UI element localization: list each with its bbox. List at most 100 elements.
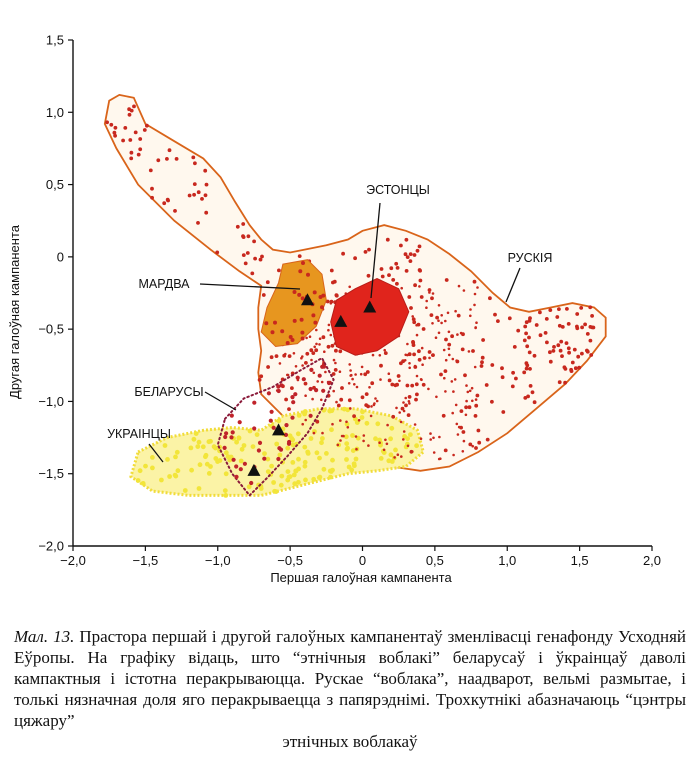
russia-point xyxy=(406,353,409,357)
russia-point xyxy=(560,354,564,358)
russia-point xyxy=(427,387,430,391)
centroid-triangle xyxy=(247,463,261,476)
russia-point xyxy=(557,380,562,385)
russia-point xyxy=(524,366,529,371)
russia-point xyxy=(415,333,419,337)
ukraine-point xyxy=(324,451,329,456)
russia-point xyxy=(315,328,318,332)
x-tick-label: −2,0 xyxy=(60,553,86,568)
mordva-point xyxy=(285,341,290,345)
russia-point xyxy=(167,148,172,153)
russia-point xyxy=(297,254,302,258)
russia-point xyxy=(408,252,413,256)
russia-point xyxy=(329,302,333,305)
belarus-point xyxy=(291,400,296,405)
russia-point xyxy=(588,305,593,310)
ukraine-point xyxy=(193,431,199,436)
russia-point xyxy=(590,314,594,318)
russia-point xyxy=(246,234,251,239)
mordva-point xyxy=(306,272,310,277)
ukraine-point xyxy=(317,455,322,461)
y-tick-label: 1,5 xyxy=(46,33,64,48)
ukraine-point xyxy=(350,433,355,438)
russia-point xyxy=(336,443,340,447)
belarus-point xyxy=(317,373,322,378)
russia-point xyxy=(473,414,478,418)
russia-point xyxy=(475,393,480,398)
russia-point xyxy=(332,358,336,362)
russia-point xyxy=(396,374,401,378)
ukraine-point xyxy=(239,446,245,452)
russia-point xyxy=(258,257,263,262)
russia-point xyxy=(473,292,477,296)
russia-point xyxy=(265,280,270,285)
russia-point xyxy=(421,363,424,367)
ukraine-point xyxy=(196,439,202,445)
ukraine-point xyxy=(344,457,349,462)
ukraine-point xyxy=(236,435,242,441)
russia-point xyxy=(444,319,447,323)
ukraine-point xyxy=(360,409,365,415)
russia-point xyxy=(534,323,539,327)
russia-point xyxy=(292,352,296,355)
belarus-point xyxy=(234,464,239,469)
ukraine-point xyxy=(279,473,285,479)
russia-point xyxy=(398,379,401,383)
russia-point xyxy=(260,254,264,259)
russia-point xyxy=(563,380,567,385)
belarus-point xyxy=(271,425,276,430)
russia-point xyxy=(391,414,396,419)
russia-point xyxy=(348,363,352,366)
russia-point xyxy=(354,373,357,376)
russia-point xyxy=(370,405,373,408)
russia-point xyxy=(564,341,569,345)
ukraine-point xyxy=(222,488,228,493)
russia-point xyxy=(123,126,128,130)
belarus-point xyxy=(276,388,281,394)
russia-point xyxy=(524,361,529,366)
belarus-point xyxy=(321,388,326,393)
russia-point xyxy=(133,130,138,135)
russia-point xyxy=(407,295,412,299)
russia-point xyxy=(474,403,479,408)
russia-point xyxy=(341,251,345,256)
russia-point xyxy=(465,384,468,387)
russia-point xyxy=(580,351,584,356)
russia-point xyxy=(305,351,310,356)
belarus-point xyxy=(326,380,332,386)
ukraine-point xyxy=(191,436,197,442)
russia-point xyxy=(331,422,334,426)
mordva-point xyxy=(270,330,275,335)
russia-point xyxy=(431,353,434,357)
russia-point xyxy=(269,355,274,360)
ukraine-point xyxy=(344,441,350,446)
russia-point xyxy=(585,332,590,336)
russia-point xyxy=(501,410,506,414)
russia-point xyxy=(408,402,411,405)
mordva-point xyxy=(299,317,304,322)
mordva-point xyxy=(312,290,317,295)
russia-point xyxy=(452,453,455,457)
x-tick-label: −1,5 xyxy=(133,553,159,568)
russia-point xyxy=(427,288,432,292)
mordva-point xyxy=(297,292,302,297)
russia-point xyxy=(385,237,390,242)
russia-point xyxy=(329,268,334,273)
russia-point xyxy=(485,437,490,442)
belarus-point xyxy=(295,375,300,380)
ukraine-point xyxy=(393,447,398,453)
russia-point xyxy=(418,268,422,273)
russia-point xyxy=(277,268,281,273)
russia-point xyxy=(339,439,342,442)
russia-point xyxy=(336,403,341,408)
ukraine-point xyxy=(290,437,296,443)
russia-point xyxy=(349,407,352,410)
ukraine-point xyxy=(150,465,155,471)
russia-point xyxy=(399,243,403,248)
russia-point xyxy=(362,439,365,443)
russia-point xyxy=(447,347,451,351)
russia-point xyxy=(488,296,492,301)
ukraine-point xyxy=(296,479,301,485)
russia-point xyxy=(323,350,326,354)
russia-point xyxy=(576,354,581,359)
